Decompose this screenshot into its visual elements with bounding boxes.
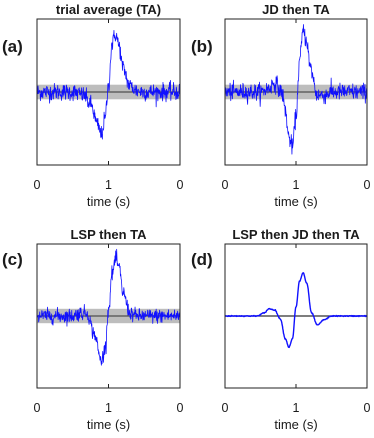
panel-title: trial average (TA): [56, 2, 161, 17]
x-tick-label: 0: [222, 178, 229, 192]
x-axis-label: time (s): [274, 417, 317, 432]
trace-line: [36, 248, 181, 366]
x-axis-label: time (s): [87, 194, 130, 209]
x-tick-label: 1: [105, 178, 112, 192]
trace-line: [224, 24, 368, 155]
x-tick-label: 0: [364, 178, 371, 192]
panel-title: LSP then JD then TA: [232, 227, 360, 242]
panel-label: (d): [191, 250, 213, 269]
panel-label: (a): [2, 37, 23, 56]
x-axis-label: time (s): [87, 417, 130, 432]
trace-line: [36, 29, 181, 140]
x-tick-label: 0: [177, 178, 184, 192]
panel-label: (c): [2, 250, 23, 269]
x-axis-label: time (s): [274, 194, 317, 209]
panel-title: JD then TA: [262, 2, 330, 17]
x-tick-label: 1: [293, 401, 300, 415]
x-tick-label: 0: [177, 401, 184, 415]
panel-title: LSP then TA: [70, 227, 147, 242]
x-tick-label: 0: [364, 401, 371, 415]
x-tick-label: 0: [34, 178, 41, 192]
panel-label: (b): [191, 37, 213, 56]
x-tick-label: 0: [34, 401, 41, 415]
trace-line: [224, 272, 368, 349]
x-tick-label: 1: [293, 178, 300, 192]
x-tick-label: 1: [105, 401, 112, 415]
x-tick-label: 0: [222, 401, 229, 415]
